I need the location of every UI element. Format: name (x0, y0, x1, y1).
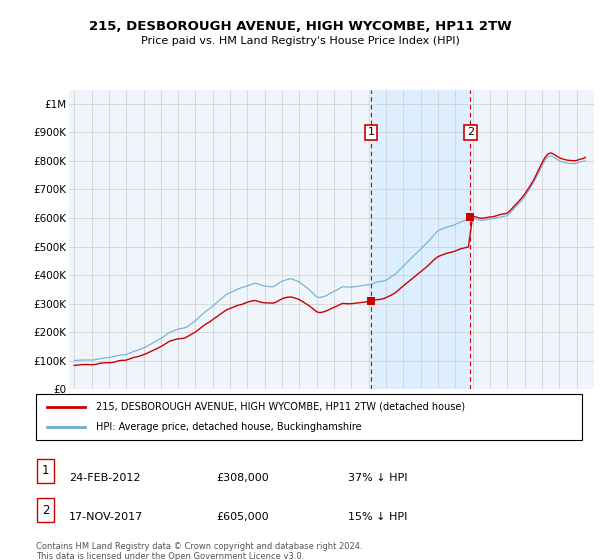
Text: 215, DESBOROUGH AVENUE, HIGH WYCOMBE, HP11 2TW (detached house): 215, DESBOROUGH AVENUE, HIGH WYCOMBE, HP… (96, 402, 465, 412)
Text: 1: 1 (42, 464, 49, 478)
Text: 2: 2 (42, 503, 49, 517)
FancyBboxPatch shape (36, 394, 582, 440)
Text: 2: 2 (467, 128, 474, 137)
Text: Contains HM Land Registry data © Crown copyright and database right 2024.
This d: Contains HM Land Registry data © Crown c… (36, 542, 362, 560)
Text: 24-FEB-2012: 24-FEB-2012 (69, 473, 140, 483)
Text: 17-NOV-2017: 17-NOV-2017 (69, 512, 143, 522)
Text: Price paid vs. HM Land Registry's House Price Index (HPI): Price paid vs. HM Land Registry's House … (140, 36, 460, 46)
FancyBboxPatch shape (37, 459, 54, 483)
Text: £605,000: £605,000 (216, 512, 269, 522)
Text: 1: 1 (367, 128, 374, 137)
Bar (371, 90, 470, 389)
Text: £308,000: £308,000 (216, 473, 269, 483)
Text: HPI: Average price, detached house, Buckinghamshire: HPI: Average price, detached house, Buck… (96, 422, 362, 432)
Text: 15% ↓ HPI: 15% ↓ HPI (348, 512, 407, 522)
Text: 215, DESBOROUGH AVENUE, HIGH WYCOMBE, HP11 2TW: 215, DESBOROUGH AVENUE, HIGH WYCOMBE, HP… (89, 20, 511, 32)
Text: 37% ↓ HPI: 37% ↓ HPI (348, 473, 407, 483)
FancyBboxPatch shape (37, 498, 54, 522)
